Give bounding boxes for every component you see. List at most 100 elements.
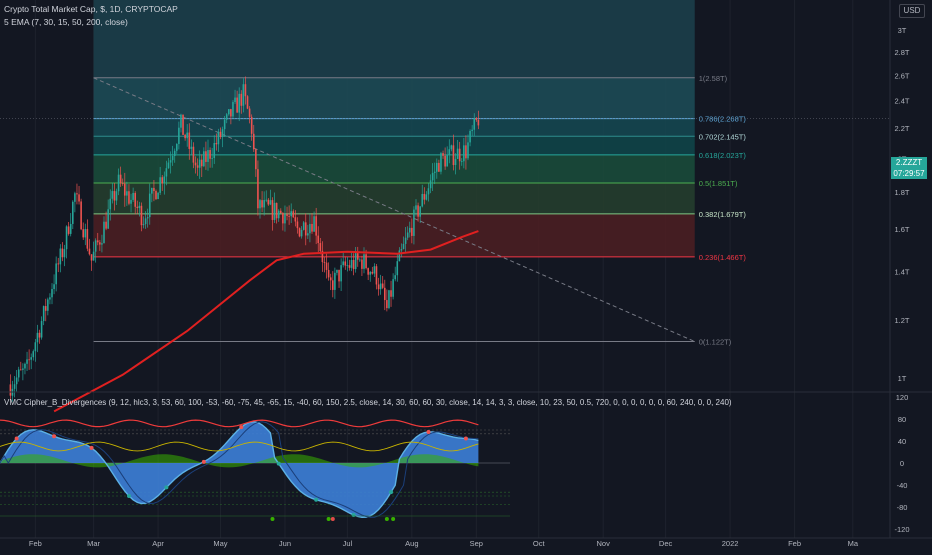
candle-body [176,143,178,151]
candle-body [230,109,232,117]
indicator-axis-tick-label: -120 [894,525,909,534]
price-axis-tick-label: 2.8T [894,48,909,57]
candle-body [460,161,463,163]
signal-dot [326,517,331,521]
candle-body [384,287,386,301]
price-axis-tick-label: 2.6T [894,71,909,80]
chart-title[interactable]: Crypto Total Market Cap, $, 1D, CRYPTOCA… [4,4,178,14]
candle-body [463,145,465,162]
candle-body [342,261,344,266]
candle-body [178,127,180,144]
ema-legend[interactable]: 5 EMA (7, 30, 15, 50, 200, close) [4,17,128,27]
candle-body [475,118,478,120]
candle-body [42,306,45,322]
fib-zone-fill [93,182,695,214]
candle-body [236,97,238,113]
indicator-axis-tick-label: 120 [896,393,909,402]
candle-body [440,153,442,172]
candle-body [300,229,303,237]
candle-body [267,199,270,205]
signal-dot [330,517,335,521]
candle-body [292,211,295,218]
candle-body [408,227,411,233]
time-axis-tick-label: 2022 [722,539,739,548]
candle-body [148,193,151,218]
candle-body [356,253,359,260]
candle-body [296,221,299,229]
wave-cross-dot [52,434,57,439]
candle-body [211,157,213,159]
candle-body [173,150,176,156]
candle-body [134,192,136,207]
indicator-axis-tick-label: -80 [897,503,908,512]
candle-body [340,265,342,282]
rsi-line [0,441,479,452]
candle-body [288,215,290,217]
candle-body [13,384,16,389]
candle-body [186,132,188,139]
candle-body [203,151,205,167]
price-axis-tick-label: 1.6T [894,225,909,234]
fib-level-label: 0.786(2.268T) [699,115,747,124]
signal-dot [270,517,275,521]
candle-body [194,162,197,166]
candle-body [20,369,22,371]
candle-body [442,153,444,156]
candle-body [381,283,384,288]
candle-body [151,187,153,194]
candle-body [255,149,257,170]
candle-body [269,200,272,205]
candle-body [142,224,145,226]
candle-body [51,289,53,298]
candle-body [76,193,78,195]
candle-body [396,261,399,276]
time-axis-tick-label: Dec [659,539,673,548]
candle-body [404,237,407,244]
trendline [93,77,695,342]
candle-body [273,202,276,220]
time-axis-tick-label: Feb [29,539,42,548]
candle-body [140,205,143,226]
candle-body [398,250,401,262]
candle-body [277,210,280,219]
candle-body [34,342,37,352]
candle-body [419,206,421,217]
candle-body [221,129,224,137]
candle-body [338,269,340,282]
candle-body [282,213,284,224]
price-axis-tick-label: 2.2T [894,124,909,133]
candle-body [17,369,20,378]
candle-body [99,242,101,245]
candle-body [413,209,415,236]
candle-body [207,150,209,162]
candle-body [167,162,170,169]
candle-body [304,222,307,236]
candle-body [348,265,351,268]
candle-body [67,226,70,234]
candle-body [367,268,369,275]
indicator-axis-tick-label: 0 [900,459,904,468]
currency-button[interactable]: USD [899,4,925,18]
candle-body [111,191,114,199]
candle-body [317,235,320,244]
money-flow-area [0,454,479,468]
candle-body [217,131,220,145]
candle-body [205,151,207,162]
candle-body [24,363,26,369]
candle-body [309,223,311,234]
candle-body [436,162,438,172]
candle-body [115,191,118,201]
time-axis-tick-label: Mar [87,539,100,548]
candle-body [427,188,430,195]
candle-body [336,269,338,273]
indicator-legend[interactable]: VMC Cipher_B_Divergences (9, 12, hlc3, 3… [4,398,732,407]
time-axis-tick-label: Feb [788,539,801,548]
candle-body [371,271,374,274]
candle-body [213,143,216,158]
wave-cross-dot [426,429,431,434]
candle-body [163,176,166,184]
candle-body [388,290,390,309]
candle-body [109,198,112,210]
